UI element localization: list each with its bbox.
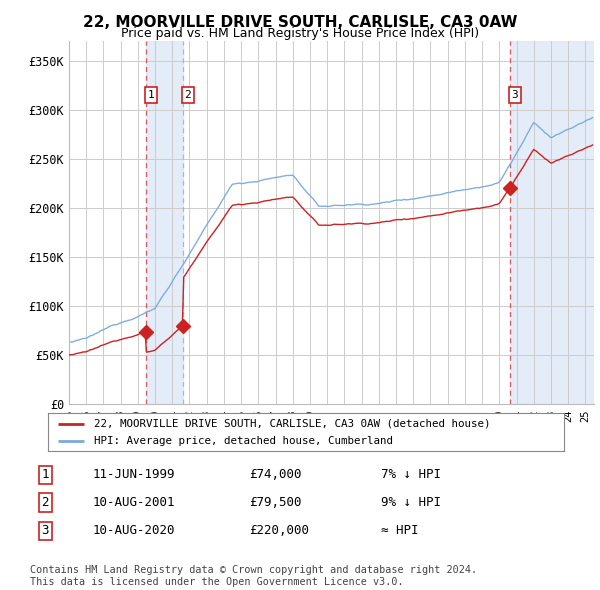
Text: 22, MOORVILLE DRIVE SOUTH, CARLISLE, CA3 0AW: 22, MOORVILLE DRIVE SOUTH, CARLISLE, CA3… bbox=[83, 15, 517, 30]
Text: ≈ HPI: ≈ HPI bbox=[381, 525, 419, 537]
Text: 10-AUG-2001: 10-AUG-2001 bbox=[93, 496, 176, 509]
Text: Contains HM Land Registry data © Crown copyright and database right 2024.
This d: Contains HM Land Registry data © Crown c… bbox=[30, 565, 477, 587]
Bar bbox=[510, 41, 594, 404]
Text: 2: 2 bbox=[41, 496, 49, 509]
Text: 2: 2 bbox=[184, 90, 191, 100]
Text: 10-AUG-2020: 10-AUG-2020 bbox=[93, 525, 176, 537]
Text: 11-JUN-1999: 11-JUN-1999 bbox=[93, 468, 176, 481]
Text: 22, MOORVILLE DRIVE SOUTH, CARLISLE, CA3 0AW (detached house): 22, MOORVILLE DRIVE SOUTH, CARLISLE, CA3… bbox=[94, 419, 491, 429]
Text: 3: 3 bbox=[511, 90, 518, 100]
Text: £79,500: £79,500 bbox=[249, 496, 302, 509]
Text: £74,000: £74,000 bbox=[249, 468, 302, 481]
Text: 7% ↓ HPI: 7% ↓ HPI bbox=[381, 468, 441, 481]
Text: 3: 3 bbox=[41, 525, 49, 537]
Text: £220,000: £220,000 bbox=[249, 525, 309, 537]
Text: 1: 1 bbox=[41, 468, 49, 481]
Text: 9% ↓ HPI: 9% ↓ HPI bbox=[381, 496, 441, 509]
Text: 1: 1 bbox=[148, 90, 154, 100]
Text: HPI: Average price, detached house, Cumberland: HPI: Average price, detached house, Cumb… bbox=[94, 435, 394, 445]
Text: Price paid vs. HM Land Registry's House Price Index (HPI): Price paid vs. HM Land Registry's House … bbox=[121, 27, 479, 40]
Bar bbox=[146, 41, 182, 404]
